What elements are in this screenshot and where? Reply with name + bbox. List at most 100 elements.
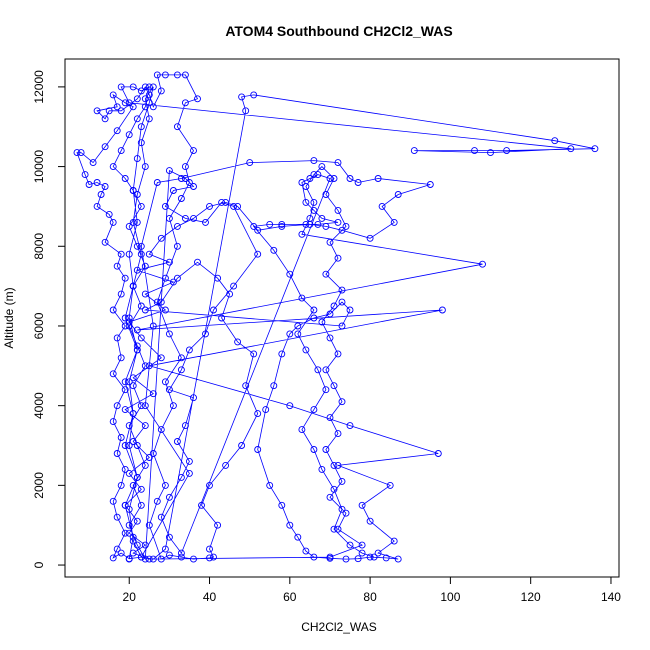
data-point — [93, 179, 101, 186]
data-point — [330, 175, 338, 182]
data-point — [145, 83, 153, 91]
data-point — [129, 103, 137, 111]
data-point — [141, 83, 149, 91]
data-point — [310, 157, 318, 165]
data-point — [354, 555, 362, 563]
data-point — [298, 294, 306, 302]
data-point — [137, 501, 145, 509]
data-point — [286, 330, 294, 338]
data-point — [185, 179, 193, 186]
data-point — [177, 366, 185, 374]
plot-frame — [64, 58, 620, 578]
data-point — [141, 422, 149, 430]
data-point — [394, 555, 402, 563]
data-point — [374, 175, 382, 182]
data-point — [173, 438, 181, 445]
data-point — [173, 222, 181, 230]
data-point — [157, 426, 165, 434]
data-point — [177, 195, 185, 202]
data-point — [551, 137, 559, 145]
x-axis-label: CH2Cl2_WAS — [301, 620, 377, 634]
data-point — [161, 378, 169, 386]
data-point — [190, 183, 197, 190]
data-point — [250, 222, 258, 230]
data-point — [194, 95, 201, 103]
data-point — [133, 342, 141, 350]
data-point — [125, 469, 133, 477]
data-point — [137, 123, 145, 131]
data-point — [270, 246, 278, 254]
data-point — [318, 214, 326, 222]
data-point — [322, 386, 330, 394]
data-point — [113, 450, 121, 457]
data-point — [218, 314, 226, 322]
data-point — [105, 210, 113, 218]
data-point — [326, 334, 334, 342]
data-point — [121, 442, 129, 449]
data-point — [129, 438, 137, 445]
data-point — [302, 183, 310, 190]
data-point — [330, 525, 338, 533]
data-point — [157, 298, 165, 306]
data-point — [125, 222, 133, 230]
data-point — [125, 314, 133, 322]
data-point — [338, 505, 346, 513]
data-point — [318, 163, 326, 171]
data-point — [390, 218, 398, 226]
y-tick-label: 8000 — [32, 233, 46, 260]
data-point — [137, 334, 145, 342]
data-point — [334, 159, 342, 167]
data-point — [121, 99, 129, 107]
data-point — [298, 230, 306, 238]
data-point — [117, 481, 125, 489]
data-point — [165, 551, 173, 559]
data-point — [190, 147, 197, 155]
x-tick-label: 40 — [203, 590, 217, 604]
data-point — [165, 167, 173, 175]
data-point — [85, 181, 93, 188]
data-point — [190, 214, 197, 222]
data-point — [326, 310, 334, 318]
data-point — [342, 555, 350, 563]
data-point — [306, 175, 314, 182]
data-point — [206, 545, 213, 553]
data-point — [93, 107, 101, 115]
data-point — [358, 501, 366, 509]
data-point — [206, 481, 213, 489]
data-point — [346, 175, 354, 182]
data-point — [133, 517, 141, 525]
y-tick-label: 4000 — [32, 392, 46, 419]
data-point — [591, 145, 599, 153]
data-point — [177, 473, 185, 481]
data-point — [286, 270, 294, 278]
data-point — [153, 497, 161, 505]
data-point — [326, 238, 334, 246]
data-point — [181, 99, 189, 107]
data-point — [149, 555, 157, 563]
data-point — [334, 525, 342, 533]
data-point — [386, 481, 394, 489]
data-point — [89, 159, 97, 167]
data-point — [181, 175, 189, 182]
data-point — [81, 171, 89, 179]
data-point — [286, 521, 294, 529]
data-point — [165, 493, 173, 501]
data-point — [133, 155, 141, 163]
data-point — [310, 446, 318, 453]
data-point — [149, 103, 157, 111]
y-tick-label: 2000 — [32, 472, 46, 499]
data-point — [161, 202, 169, 210]
data-point — [93, 202, 101, 210]
data-point — [137, 250, 145, 258]
data-point — [117, 147, 125, 155]
data-point — [358, 541, 366, 549]
data-point — [266, 220, 274, 228]
x-tick-label: 60 — [283, 590, 297, 604]
data-point — [121, 378, 129, 386]
data-point — [354, 179, 362, 186]
data-point — [113, 262, 121, 270]
data-point — [129, 481, 137, 489]
data-point — [330, 302, 338, 310]
data-point — [121, 274, 129, 282]
data-point — [250, 350, 258, 358]
